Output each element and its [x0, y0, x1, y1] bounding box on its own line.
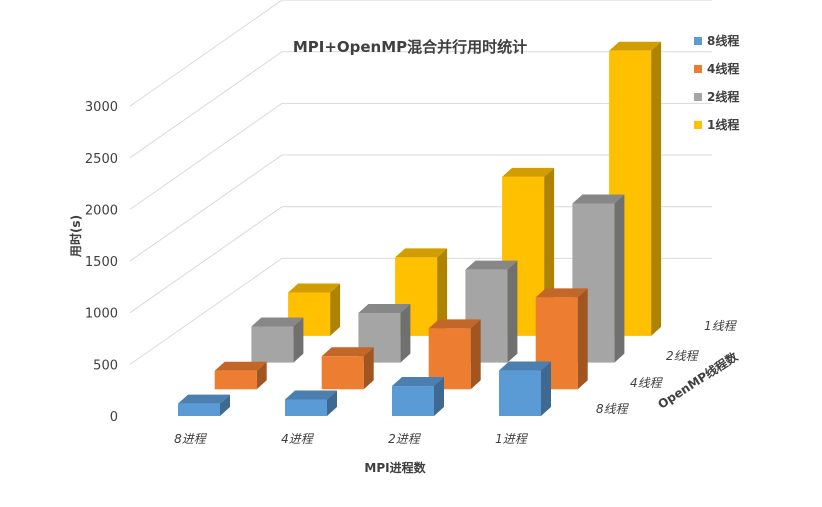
y-tick-label: 1500 — [85, 255, 118, 270]
gridline-side — [129, 0, 283, 107]
bar-side — [470, 319, 481, 390]
bar-top — [392, 377, 444, 387]
legend-label: 4线程 — [707, 61, 739, 76]
x-tick-label: 8进程 — [174, 432, 208, 446]
y-axis-label: 用时(s) — [68, 215, 83, 258]
bar-side — [434, 377, 444, 416]
bar-top — [288, 283, 341, 293]
y-axis-ticks: 0 500 1000 1500 2000 2500 3000 — [85, 100, 118, 425]
bar-top — [285, 390, 337, 400]
bar-top — [535, 288, 588, 298]
legend-item: 1线程 — [694, 117, 739, 132]
bar-top — [395, 248, 448, 258]
y-tick-label: 2000 — [85, 203, 118, 218]
bar-side — [293, 317, 304, 363]
bar-front — [251, 326, 294, 363]
bar — [499, 361, 551, 416]
bar-front — [178, 403, 220, 416]
depth-tick-label: 8线程 — [596, 402, 630, 416]
y-tick-label: 3000 — [85, 100, 118, 115]
bar — [178, 394, 230, 416]
bar — [251, 317, 304, 363]
bar-side — [651, 41, 662, 336]
legend-label: 8线程 — [707, 33, 739, 48]
x-tick-label: 1进程 — [495, 432, 529, 446]
gridline-side — [129, 257, 283, 365]
bar-top — [502, 167, 555, 177]
depth-tick-label: 4线程 — [630, 376, 664, 390]
legend-label: 1线程 — [707, 117, 739, 132]
chart-title: MPI+OpenMP混合并行用时统计 — [293, 38, 527, 56]
bar-side — [541, 361, 551, 416]
legend-swatch — [694, 121, 702, 129]
bar-top — [428, 319, 481, 329]
bar-top — [499, 361, 551, 371]
bar-top — [178, 394, 230, 404]
bar-side — [614, 194, 625, 363]
bar-side — [327, 390, 337, 416]
gridline-side — [129, 51, 283, 159]
depth-tick-label: 2线程 — [666, 349, 700, 363]
bar-top — [609, 41, 662, 51]
bar-top — [465, 260, 518, 270]
legend-swatch — [694, 65, 702, 73]
y-tick-label: 500 — [93, 358, 118, 373]
bar-side — [507, 260, 518, 363]
bar-front — [214, 370, 257, 390]
bar — [285, 390, 337, 416]
bar-side — [577, 288, 588, 390]
y-tick-label: 0 — [110, 410, 118, 425]
bar-top — [572, 194, 625, 204]
gridline-side — [129, 206, 283, 314]
bar — [395, 248, 448, 336]
x-tick-label: 2进程 — [388, 432, 422, 446]
gridline-side — [129, 154, 283, 262]
legend-item: 4线程 — [694, 61, 739, 76]
bar — [214, 361, 267, 390]
bar-side — [220, 394, 230, 416]
bar — [609, 41, 662, 336]
bar-side — [363, 347, 374, 390]
legend-swatch — [694, 37, 702, 45]
depth-tick-label: 1线程 — [704, 319, 738, 333]
x-axis-categories: 8进程 4进程 2进程 1进程 — [174, 432, 529, 446]
bar-side — [437, 248, 448, 336]
x-tick-label: 4进程 — [281, 432, 315, 446]
y-tick-label: 1000 — [85, 307, 118, 322]
bar-side — [400, 304, 411, 363]
y-tick-label: 2500 — [85, 152, 118, 167]
legend-label: 2线程 — [707, 89, 739, 104]
bar — [392, 377, 444, 416]
bar-side — [256, 361, 267, 390]
bar-top — [251, 317, 304, 327]
bar-front — [285, 399, 327, 416]
bar-side — [330, 283, 341, 336]
x-axis-label: MPI进程数 — [364, 460, 426, 475]
bar-top — [214, 361, 267, 371]
legend-item: 8线程 — [694, 33, 739, 48]
legend: 8线程 4线程 2线程 1线程 — [694, 33, 739, 132]
gridline-side — [129, 102, 283, 210]
bars — [178, 41, 662, 416]
bar-front — [392, 386, 434, 416]
bar — [321, 347, 374, 390]
legend-item: 2线程 — [694, 89, 739, 104]
bar-front — [499, 370, 541, 416]
bar-top — [358, 304, 411, 314]
bar — [535, 288, 588, 390]
legend-swatch — [694, 93, 702, 101]
bar-top — [321, 347, 374, 357]
bar-front — [321, 356, 364, 390]
